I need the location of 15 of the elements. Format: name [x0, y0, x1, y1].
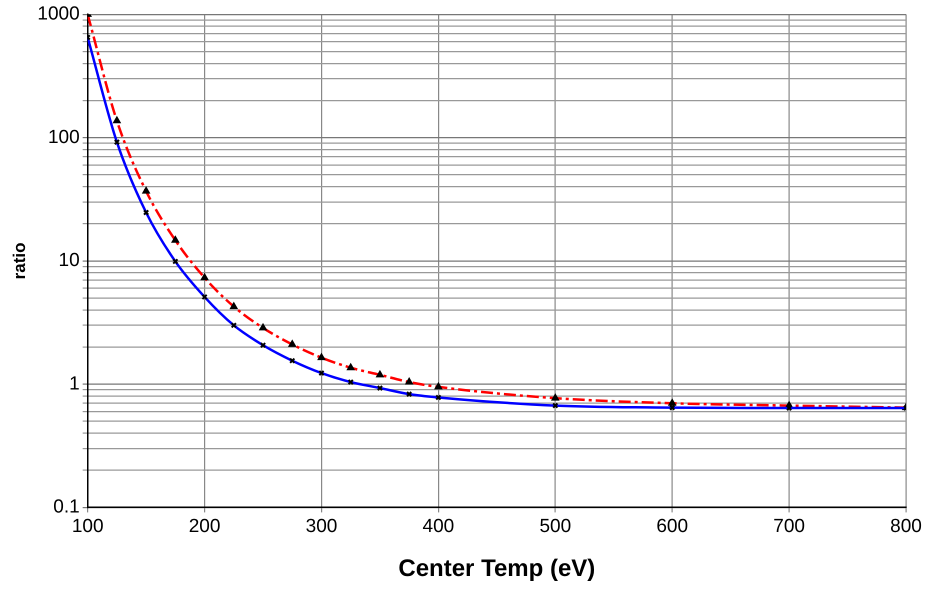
- y-tick-label: 1: [69, 373, 80, 394]
- x-tick-label: 100: [72, 516, 104, 538]
- x-tick-label: 200: [188, 516, 220, 538]
- y-tick-label: 100: [48, 126, 80, 148]
- y-axis-title: ratio: [10, 242, 29, 280]
- y-tick-label: 1000: [37, 4, 80, 25]
- x-tick-label: 700: [773, 516, 805, 538]
- x-tick-label: 500: [539, 516, 572, 538]
- y-tick-label: 0.1: [53, 496, 80, 518]
- x-axis-title: Center Temp (eV): [398, 555, 596, 582]
- y-tick-label: 10: [58, 250, 80, 272]
- x-tick-label: 400: [422, 516, 454, 538]
- x-tick-label: 600: [656, 516, 688, 538]
- x-tick-label: 300: [306, 516, 338, 538]
- x-tick-label: 800: [890, 516, 922, 538]
